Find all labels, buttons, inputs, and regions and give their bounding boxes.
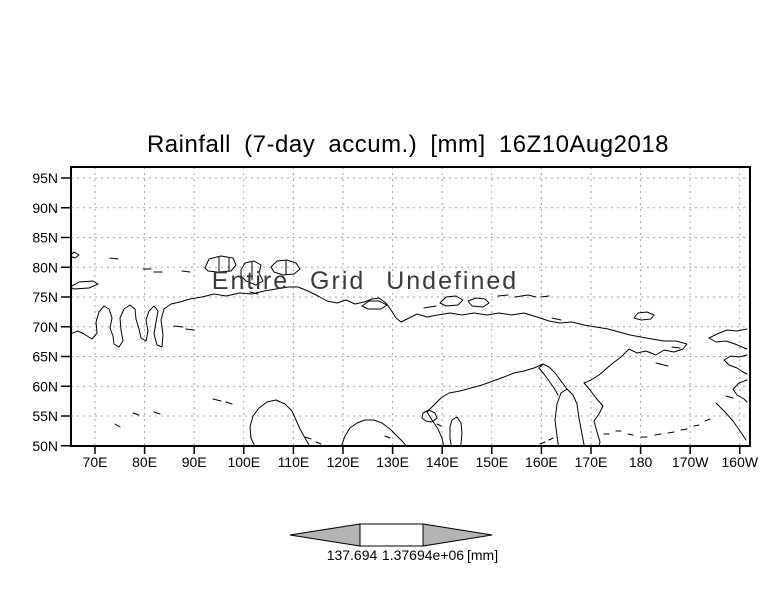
coastline-segment-14 <box>551 317 681 367</box>
plot-title: Rainfall (7-day accum.) [mm] 16Z10Aug201… <box>147 131 669 158</box>
coastline-segment-13 <box>633 311 655 321</box>
coastline-segment-5 <box>249 399 310 446</box>
coastline-segment-6 <box>449 416 463 446</box>
coastline-segment-0 <box>71 286 688 446</box>
colorbar: 137.694 1.37694e+06 [mm] <box>289 523 498 563</box>
lon-label-70E: 70E <box>83 454 108 470</box>
lat-label-90N: 90N <box>32 200 58 216</box>
coastline-segment-9 <box>361 300 388 310</box>
lon-label-160W: 160W <box>722 454 759 470</box>
coastline-segment-8 <box>423 294 550 309</box>
coastline-segment-2 <box>538 363 568 396</box>
colorbar-max-label: 1.37694e+06 <box>382 547 464 563</box>
lon-label-90E: 90E <box>182 454 207 470</box>
coastline-segment-7 <box>421 409 442 427</box>
colorbar-box <box>359 523 424 547</box>
coastline-segment-11 <box>71 251 195 331</box>
coastline-segment-3 <box>426 363 544 446</box>
lat-label-50N: 50N <box>32 438 58 454</box>
lat-label-60N: 60N <box>32 378 58 394</box>
longitude-axis: 70E 80E 90E 100E 110E 120E 130E 140E 150E 160E 170… <box>83 446 759 470</box>
colorbar-right-arrow <box>422 523 493 547</box>
coastline-segment-12 <box>114 398 391 445</box>
lon-label-140E: 140E <box>426 454 459 470</box>
lon-label-80E: 80E <box>132 454 157 470</box>
colorbar-min-label: 137.694 <box>327 547 378 563</box>
lat-label-80N: 80N <box>32 259 58 275</box>
lat-label-75N: 75N <box>32 289 58 305</box>
coastline-segment-10 <box>204 255 301 295</box>
lon-label-170E: 170E <box>575 454 608 470</box>
lon-label-170W: 170W <box>672 454 709 470</box>
coastline-segment-4 <box>340 419 407 446</box>
latitude-axis: 95N 90N 85N 80N 75N 70N 65N 60N 55N 50N <box>32 170 71 454</box>
colorbar-unit-label: [mm] <box>467 547 498 563</box>
lon-label-180: 180 <box>629 454 653 470</box>
lat-lon-gridlines <box>71 167 750 446</box>
lon-label-160E: 160E <box>525 454 558 470</box>
coastline-segment-1 <box>554 388 585 446</box>
colorbar-left-arrow <box>289 523 361 547</box>
coastline-segment-15 <box>708 328 748 441</box>
lon-label-100E: 100E <box>227 454 260 470</box>
coastlines <box>71 251 748 446</box>
lat-label-85N: 85N <box>32 230 58 246</box>
grid-undefined-message: Entire Grid Undefined <box>212 267 518 295</box>
lon-label-150E: 150E <box>475 454 508 470</box>
lat-label-70N: 70N <box>32 319 58 335</box>
lat-label-55N: 55N <box>32 408 58 424</box>
lon-label-130E: 130E <box>376 454 409 470</box>
lat-label-95N: 95N <box>32 170 58 186</box>
coastline-segment-16 <box>539 418 711 445</box>
lon-label-120E: 120E <box>327 454 360 470</box>
plot-frame <box>70 166 751 447</box>
lon-label-110E: 110E <box>278 454 310 470</box>
lat-label-65N: 65N <box>32 349 58 365</box>
